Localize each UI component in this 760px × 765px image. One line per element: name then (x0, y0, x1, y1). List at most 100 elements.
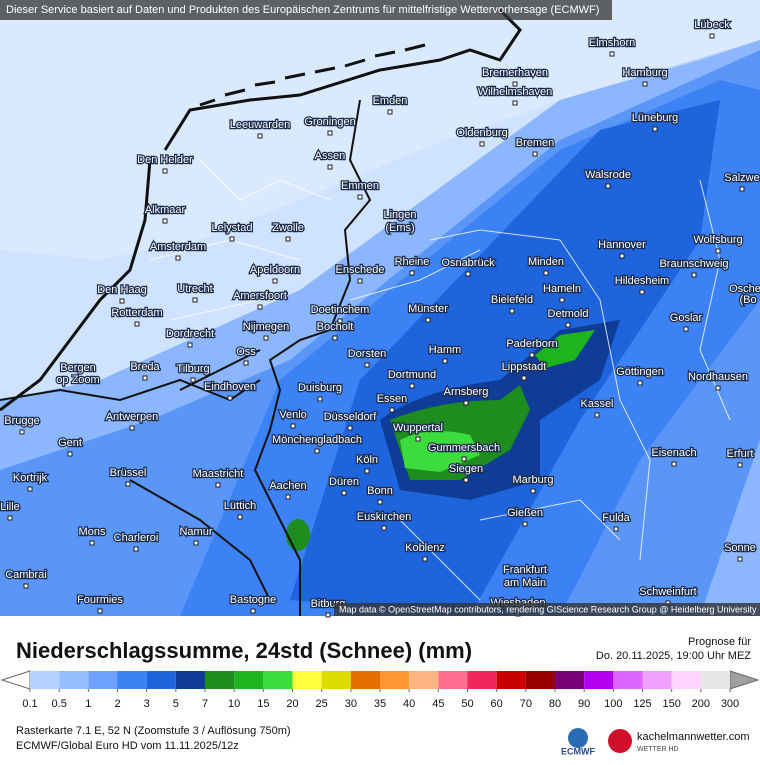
legend-tick-label: 200 (692, 698, 710, 710)
legend-swatch (205, 671, 235, 689)
city-dot (559, 297, 565, 303)
legend-tick-label: 45 (432, 698, 444, 710)
city-label: Lippstadt (502, 361, 547, 373)
city-label: (Bo (739, 294, 756, 306)
legend-swatch (525, 671, 555, 689)
header-notice: Dieser Service basiert auf Daten und Pro… (6, 4, 599, 16)
city-label: Bielefeld (491, 294, 533, 306)
legend-swatch (613, 671, 643, 689)
legend-swatch (555, 671, 585, 689)
city-dot (285, 236, 291, 242)
city-label: Bastogne (230, 594, 276, 606)
city-label: Elmshorn (589, 37, 635, 49)
city-label: Walsrode (585, 169, 631, 181)
legend-tick-label: 125 (633, 698, 651, 710)
city-label: Groningen (304, 116, 355, 128)
city-label: Hameln (543, 283, 581, 295)
city-dot (97, 608, 103, 614)
city-dot (512, 100, 518, 106)
city-dot (605, 183, 611, 189)
city-label: Brugge (4, 415, 39, 427)
city-dot (377, 499, 383, 505)
legend-tick-label: 20 (286, 698, 298, 710)
city-layer: Lübeck Elmshorn Hamburg Bremerhaven Wilhelms… (0, 18, 760, 618)
attribution: Map data © OpenStreetMap contributors, r… (339, 604, 757, 614)
legend-tick-label: 25 (316, 698, 328, 710)
city-dot (129, 425, 135, 431)
city-dot (67, 451, 73, 457)
city-label: Wilhelmshaven (478, 86, 553, 98)
city-dot (257, 304, 263, 310)
legend-swatch (467, 671, 497, 689)
city-label: Göttingen (616, 366, 664, 378)
city-dot (133, 546, 139, 552)
city-label: Osnabrück (441, 257, 495, 269)
city-label: Rotterdam (111, 307, 162, 319)
legend: 0.1 0.5 1 2 3 5 7 10 15 20 25 30 35 40 45 50 60 70 80 90 100… (0, 670, 760, 710)
city-dot (739, 186, 745, 192)
city-label: Breda (130, 361, 160, 373)
city-label: Schweinfurt (639, 586, 696, 598)
city-label: Charleroi (114, 532, 159, 544)
map: Lübeck Elmshorn Hamburg Bremerhaven Wilhelms… (0, 0, 760, 618)
legend-tick-label: 5 (173, 698, 179, 710)
city-dot (709, 33, 715, 39)
city-label: Münster (408, 303, 448, 315)
city-label: Lüneburg (632, 112, 679, 124)
city-label: Hildesheim (615, 275, 669, 287)
city-dot (683, 326, 689, 332)
city-label: Venlo (279, 409, 307, 421)
precip-area (0, 0, 760, 260)
legend-swatch (496, 671, 526, 689)
legend-swatch (263, 671, 293, 689)
legend-tick-label: 30 (345, 698, 357, 710)
city-label: Koblenz (405, 542, 445, 554)
city-label: Nijmegen (243, 321, 289, 333)
legend-tick-label: 40 (403, 698, 415, 710)
city-dot (465, 271, 471, 277)
city-label: Apeldoorn (250, 264, 300, 276)
coastline (0, 8, 522, 412)
city-dot (594, 412, 600, 418)
city-dot (609, 51, 615, 57)
city-label: Köln (356, 454, 378, 466)
city-dot (243, 360, 249, 366)
city-label: Utrecht (177, 283, 212, 295)
city-label: Lelystad (212, 222, 253, 234)
city-label: Alkmaar (145, 204, 186, 216)
city-label: Salzwe (724, 172, 759, 184)
city-label: Emden (373, 95, 408, 107)
legend-tick-label: 2 (114, 698, 120, 710)
city-label: Kassel (580, 398, 613, 410)
legend-swatch (175, 671, 205, 689)
city-label: Namur (179, 526, 212, 538)
city-dot (387, 109, 393, 115)
city-dot (691, 272, 697, 278)
city-label: Paderborn (506, 338, 557, 350)
city-label: Kortrijk (13, 472, 48, 484)
city-dot (509, 308, 515, 314)
city-dot (327, 130, 333, 136)
precip-area (286, 519, 310, 551)
city-dot (250, 608, 256, 614)
city-label: Den Helder (137, 154, 193, 166)
city-dot (192, 297, 198, 303)
legend-tick-label: 15 (257, 698, 269, 710)
city-dot (290, 423, 296, 429)
city-label: Brüssel (110, 467, 147, 479)
legend-tick-label: 100 (604, 698, 622, 710)
city-dot (89, 540, 95, 546)
city-label: Marburg (513, 474, 554, 486)
city-label: Fulda (602, 512, 630, 524)
city-label: Bocholt (317, 321, 354, 333)
legend-swatch (409, 671, 439, 689)
city-label: Goslar (670, 312, 703, 324)
city-label: Dorsten (348, 348, 387, 360)
city-label: Siegen (449, 463, 483, 475)
city-dot (737, 462, 743, 468)
legend-swatch (321, 671, 351, 689)
city-label: Dordrecht (166, 328, 214, 340)
city-dot (479, 141, 485, 147)
